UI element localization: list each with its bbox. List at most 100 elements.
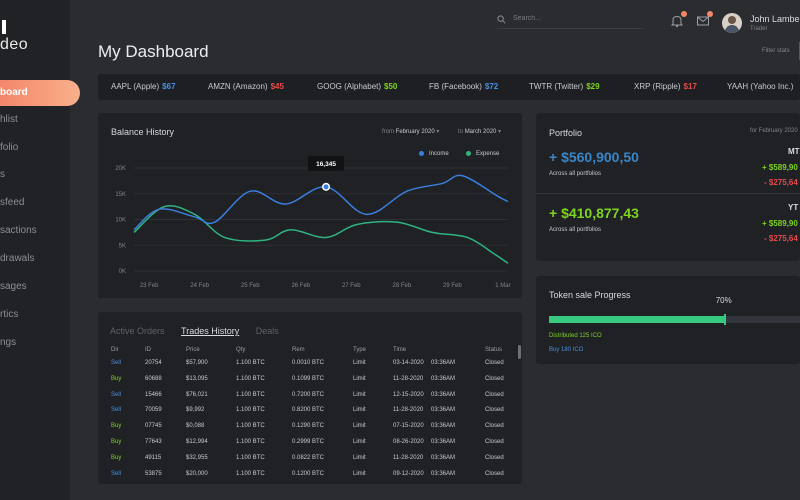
sidebar-item[interactable]: folio (0, 142, 19, 153)
table-header[interactable]: Status (485, 347, 503, 353)
x-tick-label: 23 Feb (140, 283, 159, 289)
portfolio-amount: + $560,900,50 (549, 149, 639, 165)
table-cell: 0.1200 BTC (292, 470, 325, 477)
avatar[interactable] (722, 13, 742, 33)
x-tick-label: 29 Feb (443, 283, 462, 289)
table-header[interactable]: Price (186, 347, 200, 353)
table-cell: 77643 (145, 439, 162, 445)
table-header[interactable]: ID (145, 347, 151, 353)
sidebar-item[interactable]: drawals (0, 253, 35, 264)
table-cell: Buy (111, 375, 122, 382)
table-cell: Closed (485, 454, 504, 461)
table-cell: 0.0010 BTC (292, 360, 325, 366)
ticker-item[interactable]: XRP (Ripple) $17 (634, 82, 697, 91)
ticker-name: FB (Facebook) (429, 82, 482, 91)
table-cell: $0,088 (186, 423, 205, 430)
sidebar-item[interactable]: ngs (0, 337, 17, 348)
ticker-item[interactable]: AMZN (Amazon) $45 (208, 82, 284, 91)
ticker-item[interactable]: FB (Facebook) $72 (429, 82, 498, 91)
table-cell: 0.0822 BTC (292, 454, 325, 461)
notifications-button[interactable] (670, 11, 687, 28)
search-bar[interactable] (497, 12, 644, 29)
table-cell: $20,000 (186, 470, 208, 477)
filter-stats-button[interactable]: Filter stats (762, 48, 790, 54)
balance-history-card: Balance History from February 2020 ▾ to … (98, 113, 522, 298)
table-cell: 15466 (145, 391, 162, 398)
table-cell: $57,900 (186, 360, 208, 366)
token-sale-card: Token sale Progress 70% Distributed 125 … (536, 276, 800, 364)
table-cell: 1.100 BTC (236, 423, 265, 430)
token-percent: 70% (715, 296, 732, 305)
y-tick-label: 10K (115, 218, 126, 224)
table-cell: Sell (111, 360, 122, 366)
table-cell: Limit (353, 470, 366, 477)
messages-button[interactable] (696, 11, 713, 28)
table-header[interactable]: Dir (111, 347, 119, 353)
tab-trades-history[interactable]: Trades History (181, 326, 240, 336)
ticker-name: XRP (Ripple) (634, 82, 681, 91)
ticker-value: $72 (484, 82, 499, 91)
x-tick-label: 25 Feb (241, 283, 260, 289)
table-cell: Limit (353, 375, 366, 382)
table-cell: 53875 (145, 470, 162, 477)
user-name[interactable]: John Lambe (750, 14, 800, 24)
table-cell: 07-15-2020 (393, 423, 424, 430)
sidebar-item[interactable]: hlist (0, 114, 18, 125)
highlight-point (323, 184, 329, 190)
table-cell: 1.100 BTC (236, 454, 265, 461)
portfolio-tag: YT (788, 203, 799, 212)
table-cell: 1.100 BTC (236, 439, 265, 445)
sidebar-item[interactable]: rtics (0, 309, 19, 320)
sidebar-item[interactable]: sfeed (0, 197, 25, 208)
ticker-item[interactable]: GOOG (Alphabet) $50 (317, 82, 397, 91)
legend-income-label: Income (429, 151, 449, 158)
table-cell: 1.100 BTC (236, 407, 265, 414)
table-header[interactable]: Time (393, 347, 407, 353)
portfolio-amount: + $410,877,43 (549, 205, 639, 221)
table-cell: 49115 (145, 454, 162, 461)
sidebar-item[interactable]: s (0, 169, 5, 180)
table-cell: 1.100 BTC (236, 470, 265, 477)
sidebar-item[interactable]: sages (0, 281, 27, 292)
table-cell: 09-12-2020 (393, 470, 424, 477)
token-title: Token sale Progress (549, 290, 631, 300)
table-cell: 0.1290 BTC (292, 423, 325, 430)
token-buy-link[interactable]: Buy 180 ICO (549, 347, 584, 353)
table-cell: 03:36AM (431, 391, 456, 398)
table-cell: Sell (111, 391, 122, 398)
portfolio-period[interactable]: for February 2020 (750, 128, 798, 134)
table-cell: 03:36AM (431, 454, 456, 461)
table-cell: Closed (485, 407, 504, 414)
ticker-value: $29 (586, 82, 600, 91)
table-cell: Buy (111, 423, 122, 430)
chevron-down-icon: ▾ (498, 129, 502, 135)
table-cell: Limit (353, 407, 366, 414)
chevron-down-icon: ▾ (436, 129, 440, 135)
tab-active-orders[interactable]: Active Orders (110, 326, 165, 336)
table-header[interactable]: Type (353, 347, 367, 353)
table-cell: $13,095 (186, 375, 208, 382)
table-cell: 1.100 BTC (236, 375, 265, 382)
from-range-select[interactable]: from February 2020 ▾ (382, 128, 439, 135)
ticker-item[interactable]: AAPL (Apple) $67 (111, 82, 176, 91)
logo[interactable]: deo (0, 18, 70, 58)
notification-badge (681, 11, 687, 17)
from-label: from (382, 129, 394, 135)
search-input[interactable] (513, 15, 633, 22)
table-header[interactable]: Rem (292, 347, 305, 353)
portfolio-pos: + $589,90 (762, 219, 798, 228)
table-cell: 03:36AM (431, 375, 456, 382)
sidebar-item[interactable]: sactions (0, 225, 37, 236)
page-title: My Dashboard (98, 42, 209, 61)
to-range-select[interactable]: to March 2020 ▾ (458, 128, 501, 135)
chart-tooltip (308, 155, 345, 171)
tab-deals[interactable]: Deals (255, 326, 279, 336)
sidebar-item[interactable]: board (0, 80, 80, 106)
ticker-item[interactable]: YAAH (Yahoo Inc.) (727, 82, 793, 91)
table-cell: Buy (111, 439, 122, 445)
balance-chart[interactable]: 0K 5K 10K 15K 20K 23 Feb 24 Feb 25 Feb 26 Feb 27 … (98, 113, 522, 298)
ticker-item[interactable]: TWTR (Twitter) $29 (529, 82, 600, 91)
table-header[interactable]: Qty (236, 347, 246, 353)
trades-card: Active Orders Trades History Deals Dir ID… (98, 312, 522, 484)
trades-scrollbar[interactable] (518, 345, 521, 359)
